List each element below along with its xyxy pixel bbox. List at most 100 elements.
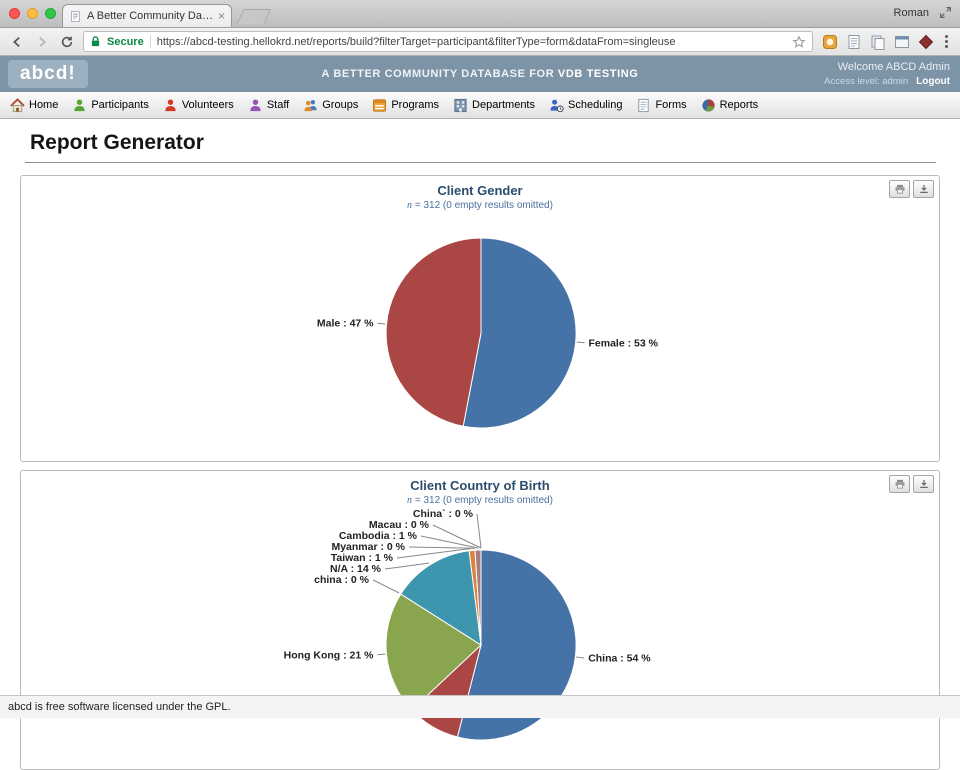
extension-window-icon[interactable] (894, 34, 910, 50)
scheduling-person-clock-icon (550, 99, 564, 112)
access-level-text: Access level: admin (824, 75, 909, 87)
download-chart-button[interactable] (913, 180, 934, 198)
nav-item-reports[interactable]: Reports (697, 98, 769, 113)
pie-slice[interactable] (400, 550, 482, 646)
nav-item-volunteers[interactable]: Volunteers (159, 98, 244, 113)
forward-button[interactable] (33, 33, 51, 51)
people-group-icon (304, 99, 317, 111)
window-close-button[interactable] (9, 8, 20, 19)
extension-copy-icon[interactable] (870, 34, 886, 50)
pie-label-line (384, 562, 430, 570)
building-icon (454, 98, 467, 112)
person-green-icon (74, 99, 85, 111)
pie-label-line (432, 524, 482, 549)
home-icon (10, 97, 25, 112)
secure-label: Secure (107, 35, 144, 48)
chart-subtitle: n = 312 (0 empty results omitted) (407, 200, 553, 211)
chart-title: Client Gender (437, 183, 523, 198)
reports-pie-icon (702, 98, 715, 112)
pie-label: China : 54 % (588, 653, 651, 665)
browser-tab-strip: A Better Community Databas × Roman (0, 0, 960, 28)
pie-label: Taiwan : 1 % (331, 552, 394, 564)
nav-item-forms[interactable]: Forms (632, 98, 696, 113)
nav-item-groups[interactable]: Groups (299, 98, 368, 113)
chart-panel-gender: Client Gender n = 312 (0 empty results o… (20, 175, 940, 462)
programs-window-icon (373, 98, 387, 112)
printer-icon (895, 184, 904, 194)
pie-slice[interactable] (385, 237, 482, 427)
pie-label-line (420, 535, 479, 549)
nav-item-staff[interactable]: Staff (244, 98, 299, 113)
bookmark-star-icon[interactable] (792, 34, 806, 49)
extension-gold-icon[interactable] (822, 34, 838, 50)
pie-label-line (396, 547, 472, 559)
pie-label: Macau : 0 % (369, 519, 430, 531)
tab-close-icon[interactable]: × (217, 9, 225, 23)
profile-name[interactable]: Roman (893, 6, 929, 19)
window-zoom-button[interactable] (45, 8, 56, 19)
pie-slice[interactable] (462, 237, 577, 429)
address-bar[interactable]: Secure https://abcd-testing.hellokrd.net… (83, 31, 813, 52)
pie-label: Hong Kong : 21 % (284, 649, 374, 661)
print-chart-button[interactable] (889, 180, 910, 198)
browser-tab[interactable]: A Better Community Databas × (62, 4, 232, 27)
printer-icon (895, 479, 904, 489)
fullscreen-icon[interactable] (939, 6, 952, 19)
download-icon (919, 479, 928, 488)
site-header: abcd! A BETTER COMMUNITY DATABASE FOR VD… (0, 56, 960, 92)
omnibox-divider (149, 35, 151, 48)
url-text[interactable]: https://abcd-testing.hellokrd.net/report… (156, 35, 676, 48)
new-tab-button[interactable] (236, 9, 272, 24)
pie-label: N/A : 14 % (330, 563, 382, 575)
pie-label: Cambodia : 1 % (339, 530, 418, 542)
page-title: Report Generator (30, 131, 204, 154)
browser-toolbar: Secure https://abcd-testing.hellokrd.net… (0, 28, 960, 56)
app-logo[interactable]: abcd! (8, 60, 88, 88)
welcome-text: Welcome ABCD Admin (837, 60, 950, 73)
pie-chart-country: China : 54 % Hong Kong : 21 % China` : 0 %… (284, 508, 651, 741)
pie-label-line (377, 653, 386, 656)
tab-title: A Better Community Databas (87, 10, 213, 22)
pie-label: china : 0 % (314, 574, 370, 586)
print-chart-button[interactable] (889, 475, 910, 493)
pie-label-line (476, 513, 482, 549)
nav-item-participants[interactable]: Participants (68, 98, 158, 113)
download-chart-button[interactable] (913, 475, 934, 493)
pie-label-line (377, 322, 386, 325)
page-content: Report Generator Client Gender n = 312 (… (0, 131, 960, 770)
pie-label: Myanmar : 0 % (331, 541, 405, 553)
window-minimize-button[interactable] (27, 8, 38, 19)
pie-label-line (576, 656, 585, 659)
window-controls (9, 8, 56, 19)
person-purple-icon (250, 99, 261, 111)
chart-subtitle: n = 312 (0 empty results omitted) (407, 495, 553, 506)
chart-panel-country: Client Country of Birth n = 312 (0 empty… (20, 470, 940, 770)
logout-link[interactable]: Logout (916, 75, 950, 87)
forms-document-icon (638, 98, 650, 112)
page-footer: abcd is free software licensed under the… (0, 695, 960, 718)
extension-icons (820, 34, 934, 50)
pie-slice[interactable] (474, 549, 482, 646)
pie-chart-gender: Female : 53 % Male : 47 % (317, 237, 659, 429)
footer-text: abcd is free software licensed under the… (8, 701, 231, 713)
secure-lock-icon (91, 36, 100, 47)
back-button[interactable] (8, 33, 26, 51)
pie-label-line (372, 579, 400, 594)
nav-item-departments[interactable]: Departments (449, 98, 545, 113)
reload-button[interactable] (58, 33, 76, 51)
extension-gem-icon[interactable] (918, 34, 934, 50)
pie-label-line (576, 341, 585, 344)
person-red-icon (165, 99, 176, 111)
extension-page-icon[interactable] (846, 34, 862, 50)
nav-item-programs[interactable]: Programs (368, 98, 449, 113)
nav-item-scheduling[interactable]: Scheduling (545, 98, 632, 113)
chart-title: Client Country of Birth (410, 478, 550, 493)
site-banner: A BETTER COMMUNITY DATABASE FOR VDB TEST… (321, 68, 639, 80)
tab-favicon (71, 10, 80, 22)
pie-label: China` : 0 % (413, 508, 474, 520)
pie-label: Male : 47 % (317, 318, 374, 330)
pie-label-line (408, 546, 475, 549)
main-nav: Home Participants Volunteers Staff Group… (0, 92, 960, 119)
nav-item-home[interactable]: Home (6, 97, 68, 113)
browser-menu-icon[interactable] (941, 35, 952, 48)
